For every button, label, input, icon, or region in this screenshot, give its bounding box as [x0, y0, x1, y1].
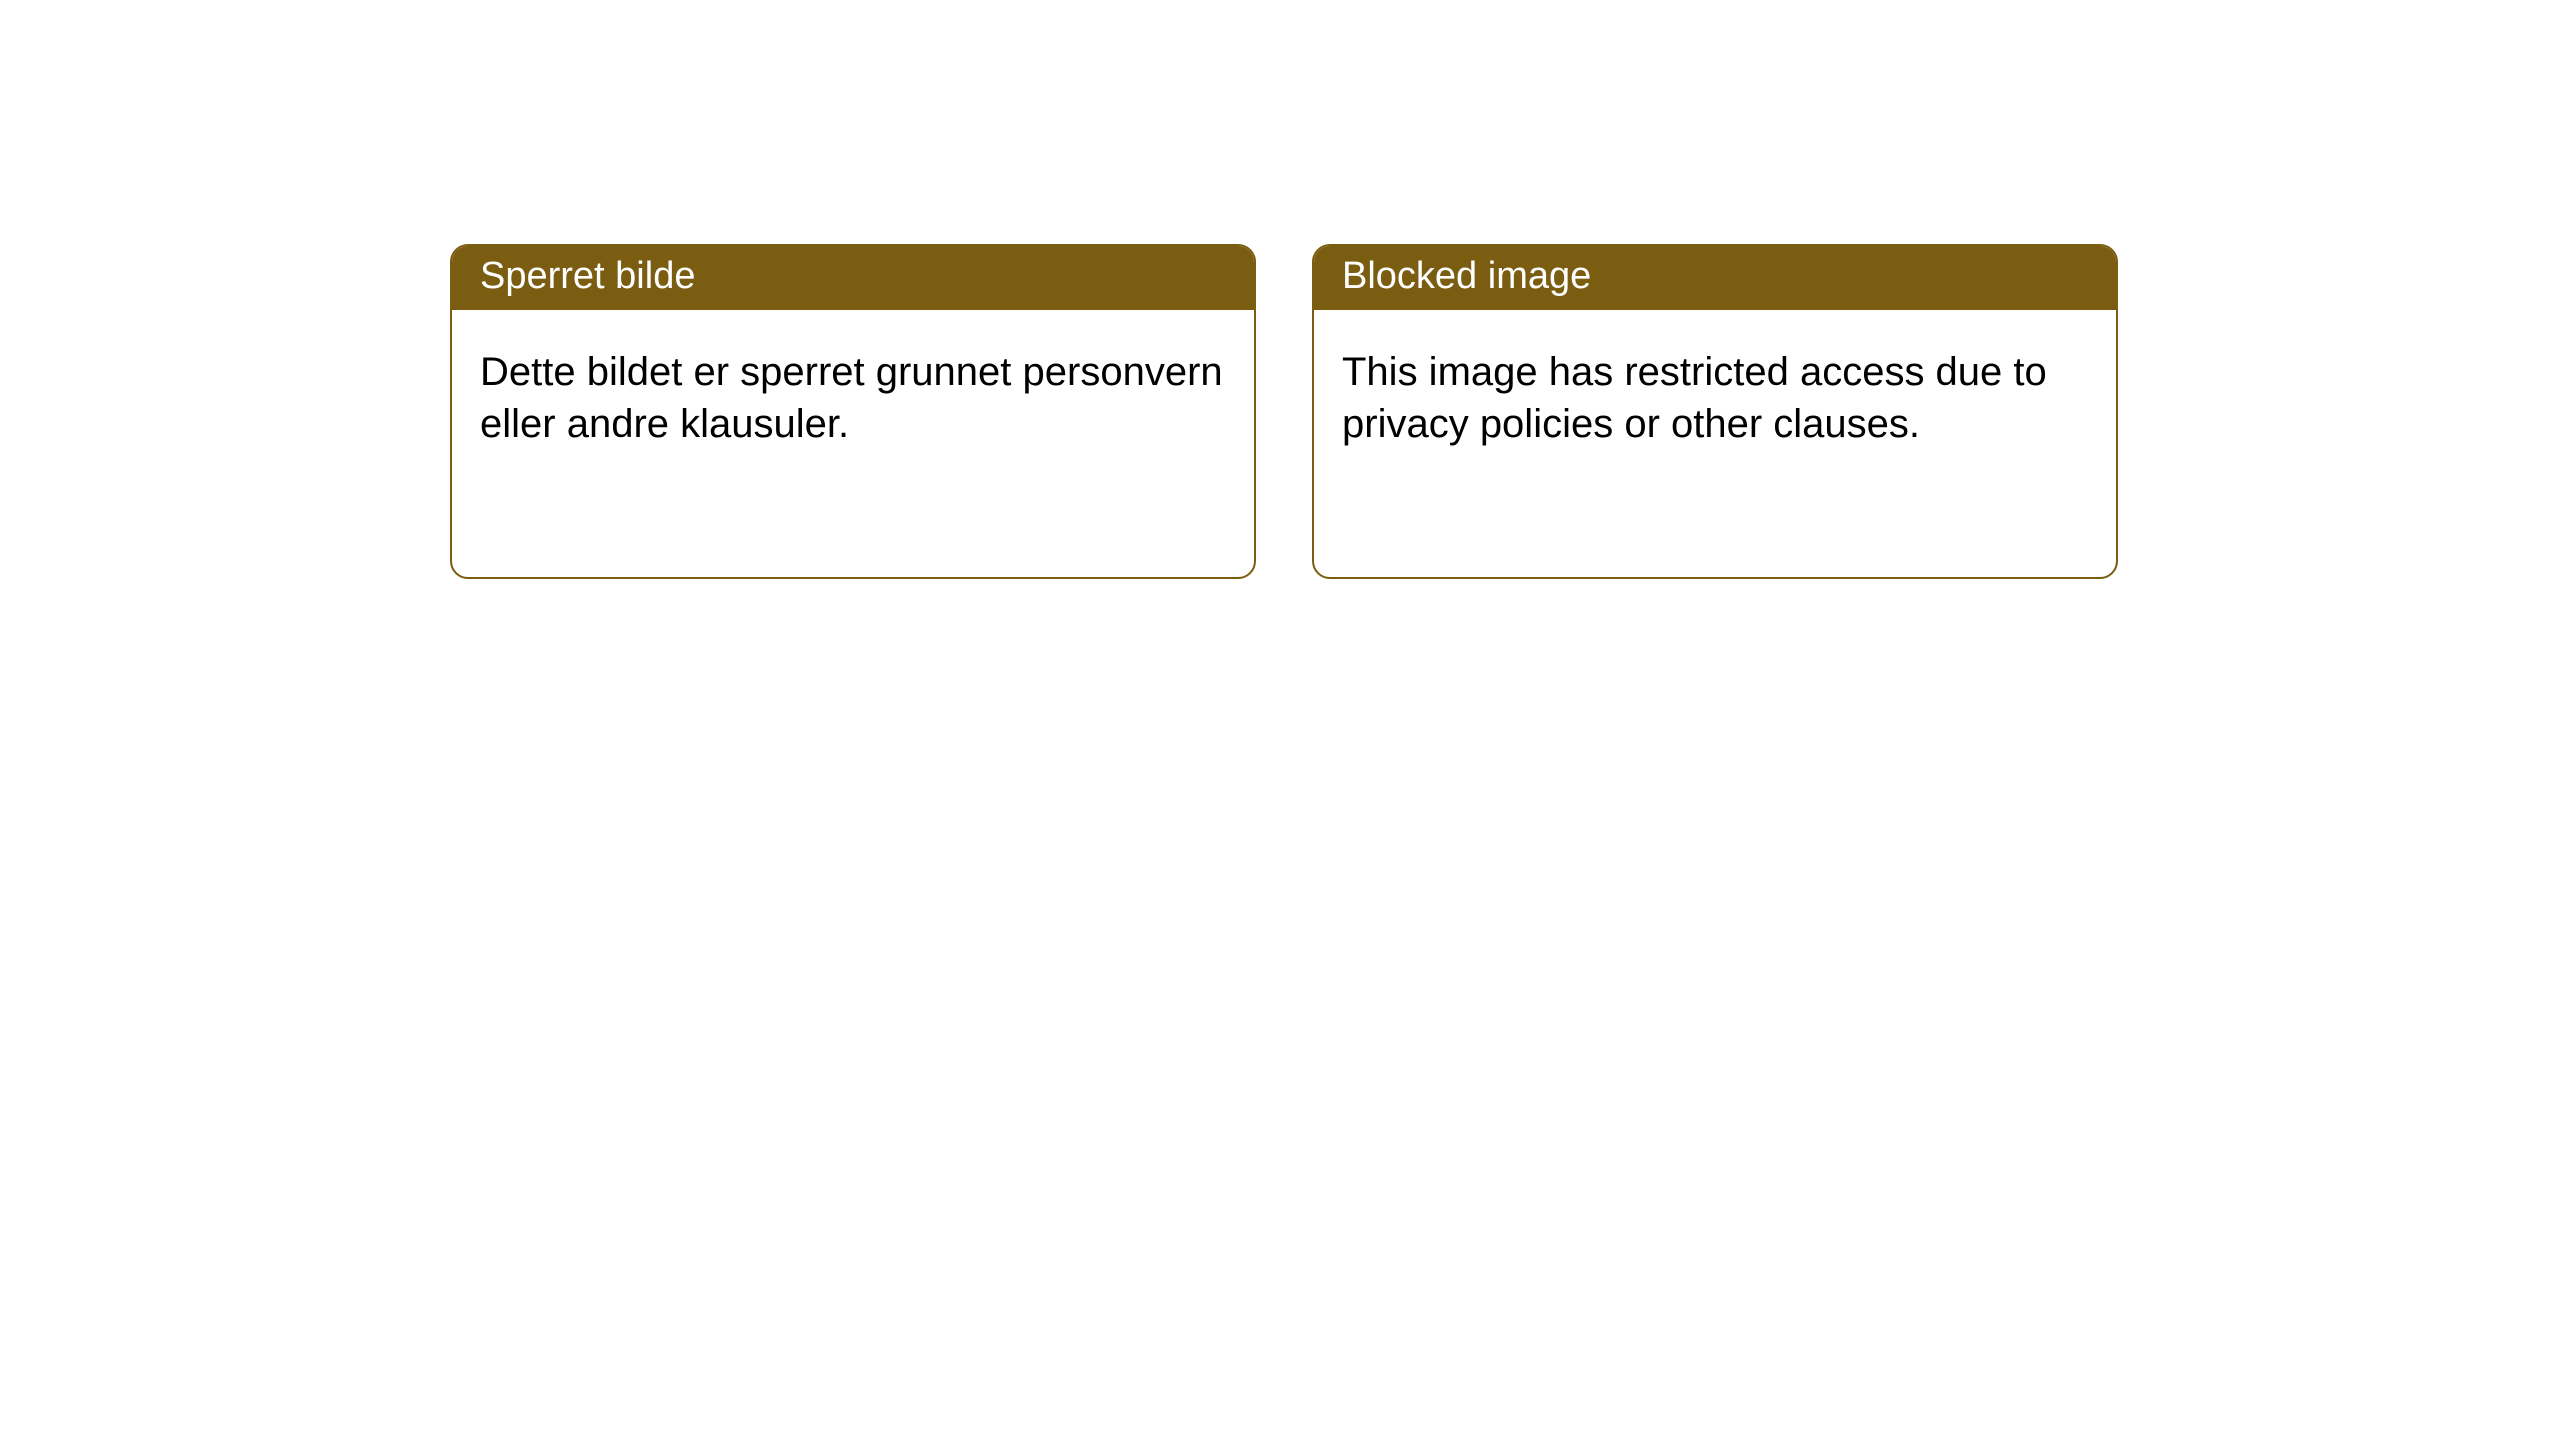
card-title: Sperret bilde [480, 255, 695, 297]
card-body: This image has restricted access due to … [1314, 310, 2116, 486]
card-body: Dette bildet er sperret grunnet personve… [452, 310, 1254, 486]
card-body-text: Dette bildet er sperret grunnet personve… [480, 350, 1223, 446]
notice-card-english: Blocked image This image has restricted … [1312, 244, 2118, 579]
card-title: Blocked image [1342, 255, 1591, 297]
notice-cards-container: Sperret bilde Dette bildet er sperret gr… [450, 244, 2118, 579]
notice-card-norwegian: Sperret bilde Dette bildet er sperret gr… [450, 244, 1256, 579]
card-header: Sperret bilde [452, 246, 1254, 310]
card-body-text: This image has restricted access due to … [1342, 350, 2047, 446]
card-header: Blocked image [1314, 246, 2116, 310]
